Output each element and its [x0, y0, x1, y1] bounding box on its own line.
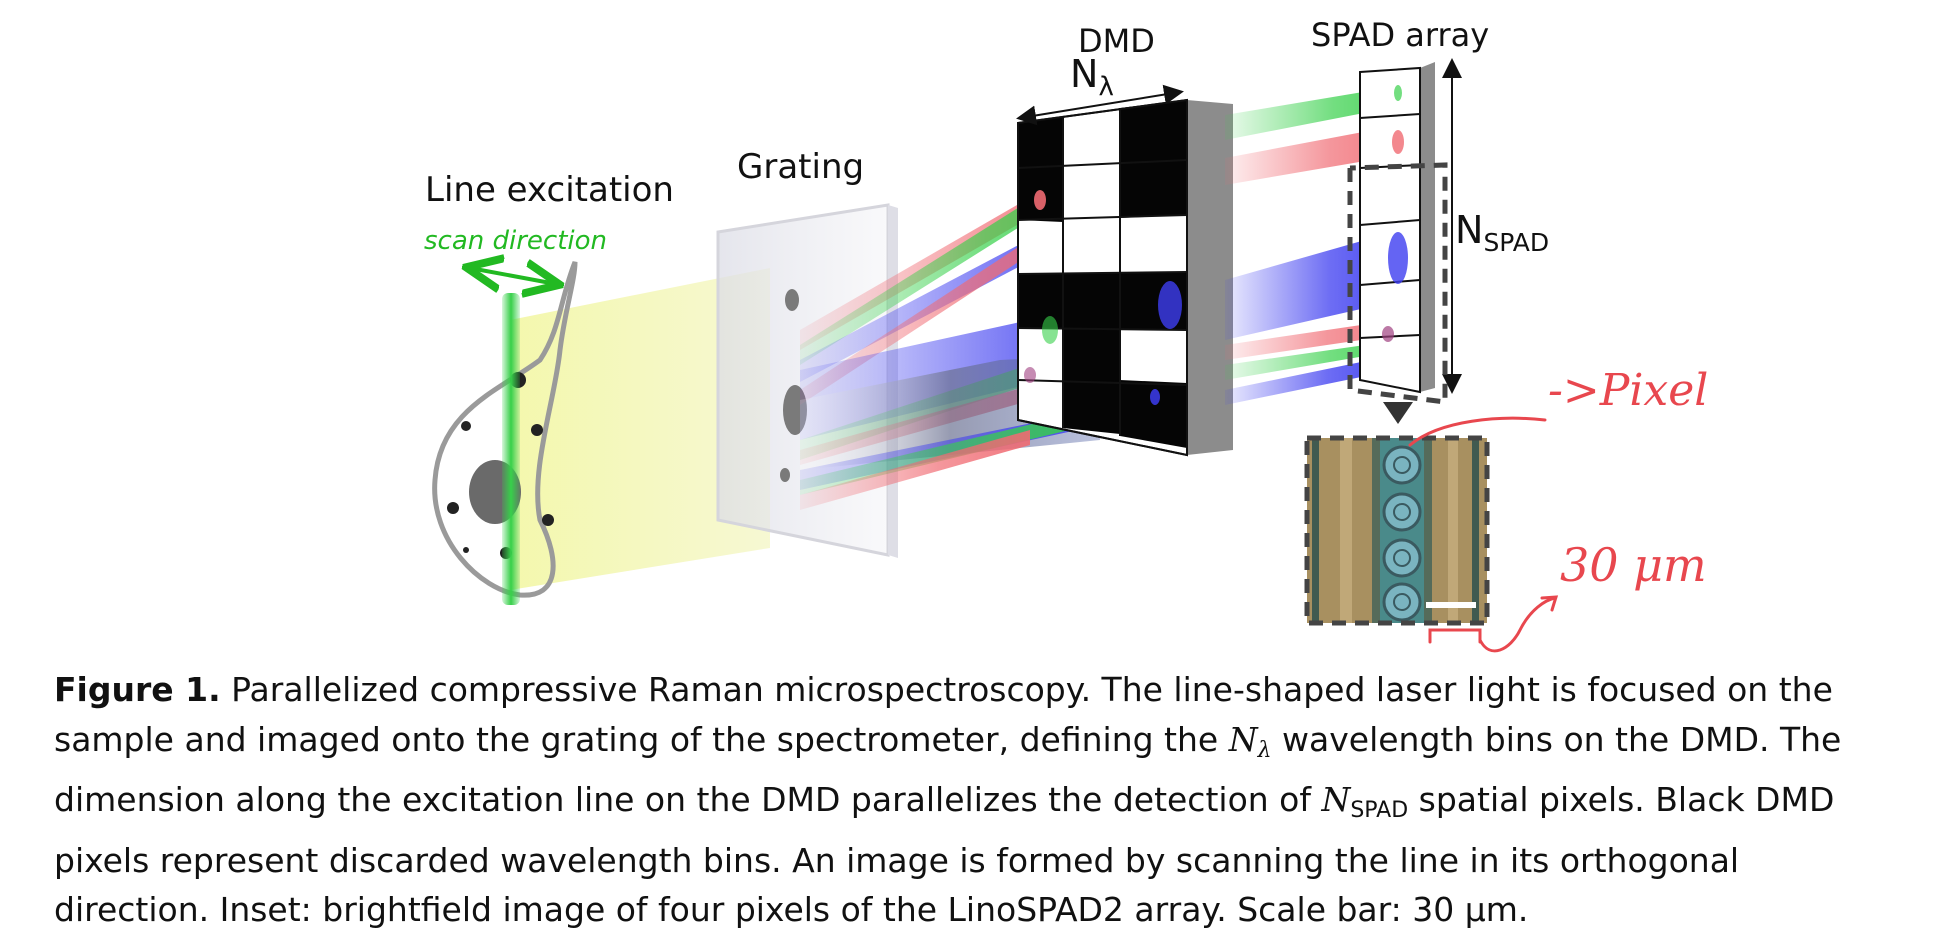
inset-region-box — [1347, 162, 1448, 405]
raman-setup-figure — [432, 58, 1559, 653]
spad-array-label: SPAD array — [1311, 16, 1490, 54]
caption-text-1: Parallelized compressive Raman microspec… — [54, 670, 1833, 759]
handwritten-annotations — [1408, 416, 1559, 653]
inset-pointer-arrow — [1383, 402, 1413, 424]
excitation-beam — [510, 268, 770, 590]
n-lambda-math: Nλ — [1228, 719, 1272, 763]
scale-bar — [1426, 602, 1476, 608]
organelle — [531, 424, 543, 436]
spad-array — [1359, 62, 1435, 394]
scale-handwritten-note: 30 μm — [1560, 538, 1707, 592]
organelle — [447, 502, 459, 514]
n-spad-math: NSPAD — [1321, 780, 1409, 823]
caption-text-3: spatial pixels. Black DMD pixels represe… — [54, 780, 1835, 929]
grating-label: Grating — [737, 147, 865, 187]
n-lambda-label: Nλ — [1070, 52, 1114, 102]
n-spad-label: NSPAD — [1455, 208, 1550, 257]
grating-spot — [785, 289, 799, 311]
organelle — [542, 514, 554, 526]
n-lambda-arrow — [1016, 84, 1184, 126]
caption-text-2: wavelength bins on the DMD. The dimensio… — [54, 719, 1842, 820]
grating-spot — [780, 468, 790, 482]
scan-direction-label: scan direction — [424, 226, 608, 256]
figure-label: Figure 1. — [54, 670, 221, 709]
pixel-handwritten-note: ->Pixel — [1548, 365, 1709, 416]
organelle — [461, 421, 471, 431]
scan-direction-arrow — [470, 268, 556, 284]
organelle — [463, 547, 469, 553]
laser-line — [502, 293, 520, 605]
line-excitation-label: Line excitation — [425, 170, 674, 210]
inset-brightfield-image — [1304, 435, 1490, 626]
dmd-label: DMD — [1078, 22, 1155, 60]
figure-caption: Figure 1. Parallelized compressive Raman… — [54, 665, 1904, 935]
dmd-device — [1017, 98, 1233, 457]
